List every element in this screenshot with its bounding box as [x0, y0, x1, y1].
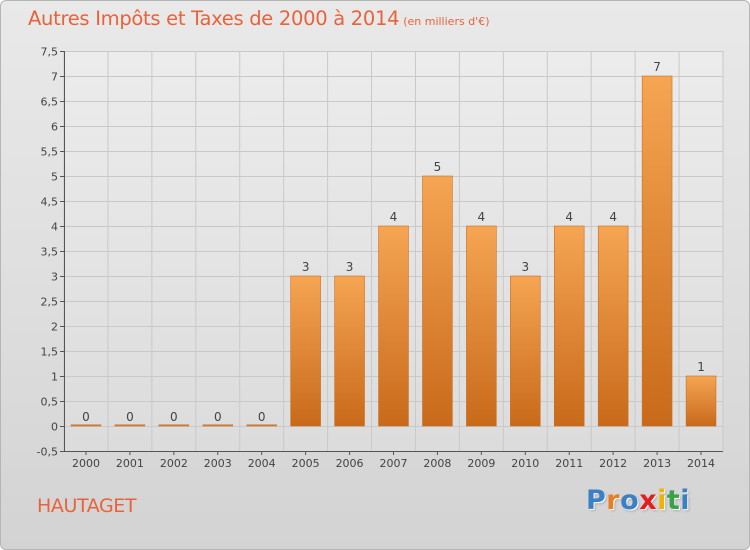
x-tick-label: 2006: [336, 457, 364, 470]
data-label: 7: [653, 60, 661, 74]
x-tick-label: 2009: [467, 457, 495, 470]
data-label: 0: [258, 410, 266, 424]
chart-title: Autres Impôts et Taxes de 2000 à 2014 (en…: [28, 7, 489, 30]
data-label: 3: [521, 260, 529, 274]
chart-unit: (en milliers d'€): [403, 15, 490, 28]
x-tick-label: 2008: [423, 457, 451, 470]
bar: [422, 175, 453, 427]
logo-letter: P: [586, 485, 607, 516]
data-label: 4: [390, 210, 398, 224]
x-tick-label: 2007: [380, 457, 408, 470]
x-tick-label: 2000: [72, 457, 100, 470]
bar: [70, 424, 102, 427]
data-label: 4: [478, 210, 486, 224]
bar: [378, 225, 409, 427]
data-label: 0: [170, 410, 178, 424]
x-tick-label: 2012: [599, 457, 627, 470]
logo-letter: o: [620, 485, 640, 516]
bar: [290, 275, 321, 427]
y-tick-label: -0,5: [37, 446, 58, 459]
bar: [597, 225, 629, 427]
y-tick-label: 6,5: [41, 96, 59, 109]
y-tick-label: 6: [51, 121, 58, 134]
x-tick-label: 2013: [643, 457, 671, 470]
data-label: 3: [302, 260, 310, 274]
x-tick-label: 2004: [248, 457, 276, 470]
data-label: 5: [434, 160, 442, 174]
bar: [641, 75, 673, 427]
logo-letter: i: [680, 485, 691, 516]
y-tick-label: 0: [51, 421, 58, 434]
y-tick-label: 3: [51, 271, 58, 284]
x-tick-label: 2011: [555, 457, 583, 470]
bar: [158, 424, 190, 427]
data-label: 4: [565, 210, 573, 224]
data-label: 0: [126, 410, 134, 424]
bar: [246, 424, 277, 427]
logo-letter: t: [666, 485, 681, 516]
bar: [114, 424, 146, 427]
commune-name: HAUTAGET: [37, 495, 137, 517]
logo-letter: x: [639, 485, 658, 516]
y-tick-label: 5: [51, 171, 58, 184]
y-tick-label: 2,5: [41, 296, 59, 309]
x-tick-label: 2001: [116, 457, 144, 470]
logo-letter: r: [606, 485, 621, 516]
axes: -0,5 0 0,5 1 1,5 2 2,5 3 3,5 4 4,5 5 5,5 6 6,5 7 7,5 2000…: [37, 46, 723, 470]
y-tick-label: 3,5: [41, 246, 59, 259]
x-tick-label: 2005: [292, 457, 320, 470]
data-label: 0: [214, 410, 222, 424]
x-tick-label: 2002: [160, 457, 188, 470]
y-tick-label: 7,5: [41, 46, 59, 59]
y-tick-label: 7: [51, 71, 58, 84]
bar: [202, 424, 234, 427]
chart-title-text: Autres Impôts et Taxes de 2000 à 2014: [28, 7, 400, 30]
bar: [466, 225, 497, 427]
bar: [334, 275, 365, 427]
data-label: 1: [697, 360, 705, 374]
bar: [553, 225, 585, 427]
data-label: 4: [609, 210, 617, 224]
proxiti-logo[interactable]: Proxiti: [586, 487, 690, 514]
data-label: 3: [346, 260, 354, 274]
x-tick-label: 2014: [687, 457, 715, 470]
y-tick-label: 1,5: [41, 346, 59, 359]
y-tick-label: 0,5: [41, 396, 59, 409]
data-label: 0: [82, 410, 90, 424]
logo-letter: i: [657, 485, 667, 516]
y-tick-label: 4,5: [41, 196, 59, 209]
x-tick-label: 2010: [511, 457, 539, 470]
bar: [685, 375, 717, 427]
y-tick-label: 5,5: [41, 146, 59, 159]
data-labels: 0 0 0 0 0 3 3 4 5 4 3 4 4 7 1: [82, 60, 705, 424]
y-tick-label: 1: [51, 371, 58, 384]
y-tick-label: 4: [51, 221, 58, 234]
bars: [70, 75, 717, 427]
bar: [510, 275, 541, 427]
x-tick-label: 2003: [204, 457, 232, 470]
y-tick-label: 2: [51, 321, 58, 334]
